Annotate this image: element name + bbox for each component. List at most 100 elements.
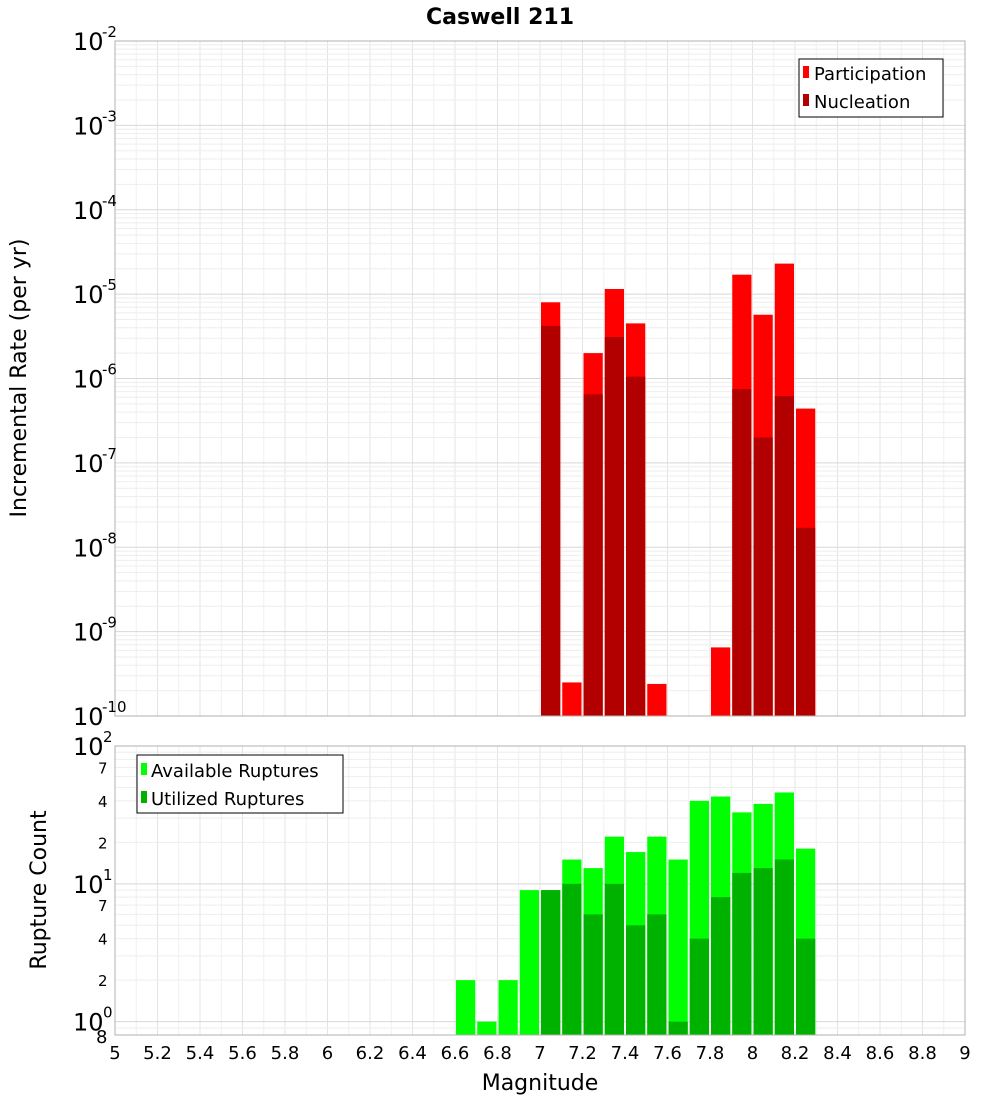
y-tick-mantissa: 10 — [73, 534, 104, 562]
x-tick-label: 7.2 — [568, 1043, 597, 1064]
bottom-y-axis-label: Rupture Count — [27, 810, 52, 970]
bottom-available-ruptures-bar — [498, 980, 518, 1035]
y-tick-exponent: -3 — [102, 107, 117, 125]
x-tick-label: 5.6 — [228, 1043, 257, 1064]
bottom-y-minor-tick: 2 — [98, 834, 108, 852]
y-tick-exponent: -7 — [102, 445, 117, 463]
top-nucleation-bar — [732, 389, 752, 716]
bottom-utilized-ruptures-bar — [541, 890, 561, 1035]
bottom-available-ruptures-bar — [477, 1021, 497, 1035]
x-tick-label: 8 — [747, 1043, 758, 1064]
bottom-utilized-ruptures-bar — [689, 938, 709, 1035]
bottom-utilized-ruptures-bar — [583, 914, 603, 1035]
top-participation-bar — [711, 647, 731, 716]
top-bars — [541, 263, 816, 716]
x-tick-label: 7.4 — [611, 1043, 640, 1064]
x-tick-label: 8.8 — [908, 1043, 937, 1064]
y-tick-mantissa: 10 — [73, 112, 104, 140]
bottom-utilized-ruptures-bar — [732, 872, 752, 1035]
x-tick-label: 5.2 — [143, 1043, 172, 1064]
top-nucleation-bar — [774, 396, 794, 716]
bottom-utilized-ruptures-bar — [796, 938, 816, 1035]
x-tick-label: 8.6 — [866, 1043, 895, 1064]
top-nucleation-bar — [604, 337, 624, 716]
y-tick-mantissa: 10 — [73, 1009, 104, 1037]
y-tick-exponent: -5 — [102, 276, 117, 294]
y-tick-exponent: 0 — [103, 1004, 113, 1022]
x-tick-label: 6.8 — [483, 1043, 512, 1064]
top-y-tick: 10-8 — [73, 529, 117, 562]
y-tick-mantissa: 10 — [73, 28, 104, 56]
bottom-y-major-tick: 10 1 — [73, 866, 113, 899]
y-tick-exponent: 2 — [103, 728, 113, 746]
bottom-legend-box — [136, 754, 344, 814]
y-tick-exponent: -4 — [102, 192, 117, 210]
bottom-utilized-ruptures-bar — [626, 925, 646, 1035]
x-tick-label: 6 — [322, 1043, 333, 1064]
legend-label-participation: Participation — [814, 64, 926, 85]
bottom-utilized-ruptures-bar — [753, 868, 773, 1035]
bottom-legend: Available Ruptures Utilized Ruptures — [136, 754, 344, 814]
bottom-y-minor-tick: 4 — [98, 793, 108, 811]
x-tick-label: 5.8 — [271, 1043, 300, 1064]
bottom-utilized-ruptures-bar — [562, 883, 582, 1035]
top-y-tick: 10-2 — [73, 23, 117, 56]
x-tick-label: 7 — [534, 1043, 545, 1064]
legend-swatch-participation — [803, 66, 809, 78]
x-tick-label: 8.4 — [823, 1043, 852, 1064]
bottom-utilized-ruptures-bar — [774, 859, 794, 1035]
top-nucleation-bar — [796, 527, 816, 716]
legend-swatch-nucleation — [803, 94, 809, 106]
bottom-y-minor-tick: 7 — [98, 759, 108, 777]
x-tick-label: 9 — [959, 1043, 970, 1064]
top-y-tick: 10-3 — [73, 107, 117, 140]
legend-swatch-utilized — [141, 791, 147, 803]
y-tick-exponent: -2 — [102, 23, 117, 41]
top-legend: Participation Nucleation — [798, 58, 944, 118]
x-tick-label: 7.6 — [653, 1043, 682, 1064]
top-nucleation-bar — [541, 325, 561, 716]
x-tick-label: 5 — [109, 1043, 120, 1064]
y-tick-mantissa: 10 — [73, 619, 104, 647]
bottom-available-ruptures-bar — [456, 980, 476, 1035]
top-y-axis-label: Incremental Rate (per yr) — [7, 239, 32, 518]
y-tick-mantissa: 10 — [73, 450, 104, 478]
top-y-tick: 10-6 — [73, 361, 117, 394]
top-y-tick: 10-10 — [73, 698, 127, 731]
bottom-utilized-ruptures-bar — [711, 897, 731, 1035]
y-tick-mantissa: 10 — [73, 197, 104, 225]
top-y-tick: 10-5 — [73, 276, 117, 309]
x-tick-labels: 5 5.2 5.4 5.6 5.8 6 6.2 6.4 6.6 6.8 7 7.2 7.4 7.6 7.8 8… — [109, 1043, 970, 1064]
top-y-tick: 10-7 — [73, 445, 117, 478]
bottom-available-ruptures-bar — [519, 890, 539, 1035]
top-participation-bar — [647, 683, 667, 716]
bottom-utilized-ruptures-bar — [668, 1021, 688, 1035]
top-y-tick: 10-9 — [73, 614, 117, 647]
top-nucleation-bar — [753, 437, 773, 716]
chart-title: Caswell 211 — [426, 5, 574, 30]
bottom-available-ruptures-bar — [668, 859, 688, 1035]
y-tick-mantissa: 10 — [73, 366, 104, 394]
y-tick-exponent: -6 — [102, 361, 117, 379]
y-tick-exponent: -10 — [102, 698, 127, 716]
y-tick-mantissa: 10 — [73, 871, 104, 899]
x-tick-label: 6.4 — [398, 1043, 427, 1064]
bottom-bars — [456, 792, 816, 1035]
bottom-y-minor-tick: 2 — [98, 972, 108, 990]
legend-swatch-available — [141, 763, 147, 775]
x-axis-label: Magnitude — [482, 1071, 599, 1096]
top-legend-box — [798, 58, 944, 118]
bottom-plot-border — [114, 745, 966, 1036]
bottom-y-major-tick: 10 0 — [73, 1004, 113, 1037]
y-tick-exponent: -8 — [102, 529, 117, 547]
bottom-y-minor-tick: 8 — [96, 1027, 107, 1048]
top-plot-border — [114, 40, 966, 717]
x-tick-label: 8.2 — [781, 1043, 810, 1064]
bottom-y-minor-tick: 7 — [98, 897, 108, 915]
x-tick-label: 6.6 — [441, 1043, 470, 1064]
x-tick-label: 5.4 — [186, 1043, 215, 1064]
